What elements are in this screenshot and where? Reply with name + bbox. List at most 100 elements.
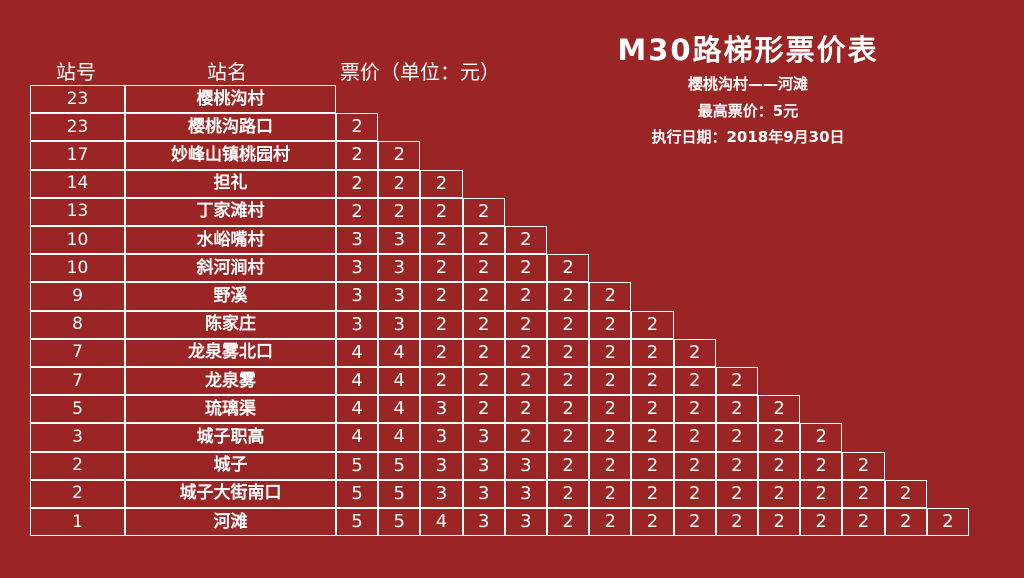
fare-cell: 2 <box>336 113 379 142</box>
fare-cell: 2 <box>589 338 632 367</box>
fare-cell: 2 <box>504 282 547 311</box>
station-name-cell: 城子 <box>125 451 336 480</box>
fare-cell: 2 <box>631 395 674 424</box>
fare-cell: 2 <box>673 451 716 480</box>
fare-cell: 2 <box>462 338 505 367</box>
fare-cell: 2 <box>462 310 505 339</box>
fare-cell: 4 <box>378 395 421 424</box>
fare-cell: 2 <box>378 197 421 226</box>
station-name-cell: 樱桃沟路口 <box>125 113 336 142</box>
fare-cell: 2 <box>420 254 463 283</box>
fare-cell: 2 <box>673 423 716 452</box>
station-name-cell: 龙泉雾北口 <box>125 338 336 367</box>
fare-cell: 2 <box>504 423 547 452</box>
fare-cell: 2 <box>926 508 969 537</box>
fare-cell: 2 <box>758 451 801 480</box>
station-name-cell: 丁家滩村 <box>125 197 336 226</box>
fare-cell: 2 <box>589 479 632 508</box>
fare-cell: 3 <box>504 508 547 537</box>
fare-cell: 3 <box>420 451 463 480</box>
fare-cell: 2 <box>504 310 547 339</box>
fare-cell: 2 <box>589 367 632 396</box>
fare-cell: 2 <box>842 479 885 508</box>
fare-cell: 4 <box>420 508 463 537</box>
station-code-cell: 13 <box>30 197 125 226</box>
fare-cell: 2 <box>462 197 505 226</box>
fare-cell: 2 <box>800 479 843 508</box>
fare-cell: 2 <box>673 367 716 396</box>
fare-cell: 2 <box>884 479 927 508</box>
fare-cell: 2 <box>842 451 885 480</box>
station-name-cell: 妙峰山镇桃园村 <box>125 141 336 170</box>
station-code-cell: 3 <box>30 423 125 452</box>
fare-cell: 2 <box>462 254 505 283</box>
fare-cell: 3 <box>462 508 505 537</box>
fare-cell: 2 <box>420 338 463 367</box>
effective-date-text: 执行日期：2018年9月30日 <box>651 128 845 146</box>
fare-cell: 2 <box>673 395 716 424</box>
fare-unit-header: 票价（单位：元） <box>340 60 500 84</box>
fare-cell: 2 <box>462 395 505 424</box>
fare-cell: 2 <box>504 338 547 367</box>
fare-cell: 2 <box>336 197 379 226</box>
max-fare-text: 最高票价：5元 <box>697 102 799 120</box>
station-code-cell: 5 <box>30 395 125 424</box>
station-name-cell: 担礼 <box>125 169 336 198</box>
station-code-cell: 7 <box>30 367 125 396</box>
fare-cell: 2 <box>547 310 590 339</box>
fare-cell: 3 <box>504 451 547 480</box>
fare-cell: 2 <box>673 508 716 537</box>
station-name-cell: 水峪嘴村 <box>125 226 336 255</box>
fare-cell: 5 <box>336 508 379 537</box>
fare-cell: 2 <box>420 367 463 396</box>
fare-cell: 3 <box>378 282 421 311</box>
fare-cell: 5 <box>336 479 379 508</box>
fare-cell: 2 <box>884 508 927 537</box>
fare-cell: 2 <box>547 282 590 311</box>
fare-cell: 2 <box>715 479 758 508</box>
fare-cell: 3 <box>336 226 379 255</box>
station-name-header: 站名 <box>207 60 247 84</box>
fare-cell: 2 <box>631 479 674 508</box>
fare-cell: 5 <box>378 479 421 508</box>
fare-cell: 4 <box>378 423 421 452</box>
fare-cell: 2 <box>547 479 590 508</box>
fare-cell: 5 <box>336 451 379 480</box>
fare-cell: 2 <box>673 479 716 508</box>
fare-cell: 2 <box>631 367 674 396</box>
fare-cell: 2 <box>589 423 632 452</box>
fare-cell: 3 <box>336 310 379 339</box>
fare-cell: 4 <box>336 338 379 367</box>
station-code-cell: 17 <box>30 141 125 170</box>
fare-cell: 2 <box>589 508 632 537</box>
fare-cell: 2 <box>800 423 843 452</box>
fare-cell: 3 <box>462 451 505 480</box>
fare-cell: 5 <box>378 451 421 480</box>
fare-cell: 2 <box>758 479 801 508</box>
station-name-cell: 城子职高 <box>125 423 336 452</box>
fare-cell: 2 <box>420 282 463 311</box>
fare-cell: 4 <box>378 338 421 367</box>
station-code-cell: 8 <box>30 310 125 339</box>
fare-cell: 2 <box>547 338 590 367</box>
station-name-cell: 陈家庄 <box>125 310 336 339</box>
fare-cell: 2 <box>631 451 674 480</box>
fare-cell: 2 <box>547 508 590 537</box>
fare-cell: 2 <box>336 141 379 170</box>
fare-cell: 2 <box>631 338 674 367</box>
fare-cell: 3 <box>420 395 463 424</box>
fare-cell: 3 <box>504 479 547 508</box>
fare-cell: 2 <box>589 310 632 339</box>
station-name-cell: 河滩 <box>125 508 336 537</box>
station-code-cell: 1 <box>30 508 125 537</box>
station-code-cell: 9 <box>30 282 125 311</box>
fare-cell: 2 <box>758 508 801 537</box>
fare-cell: 2 <box>547 395 590 424</box>
fare-cell: 3 <box>462 423 505 452</box>
station-code-header: 站号 <box>56 60 96 84</box>
fare-cell: 2 <box>378 141 421 170</box>
fare-cell: 2 <box>336 169 379 198</box>
station-code-cell: 2 <box>30 451 125 480</box>
fare-cell: 2 <box>547 254 590 283</box>
